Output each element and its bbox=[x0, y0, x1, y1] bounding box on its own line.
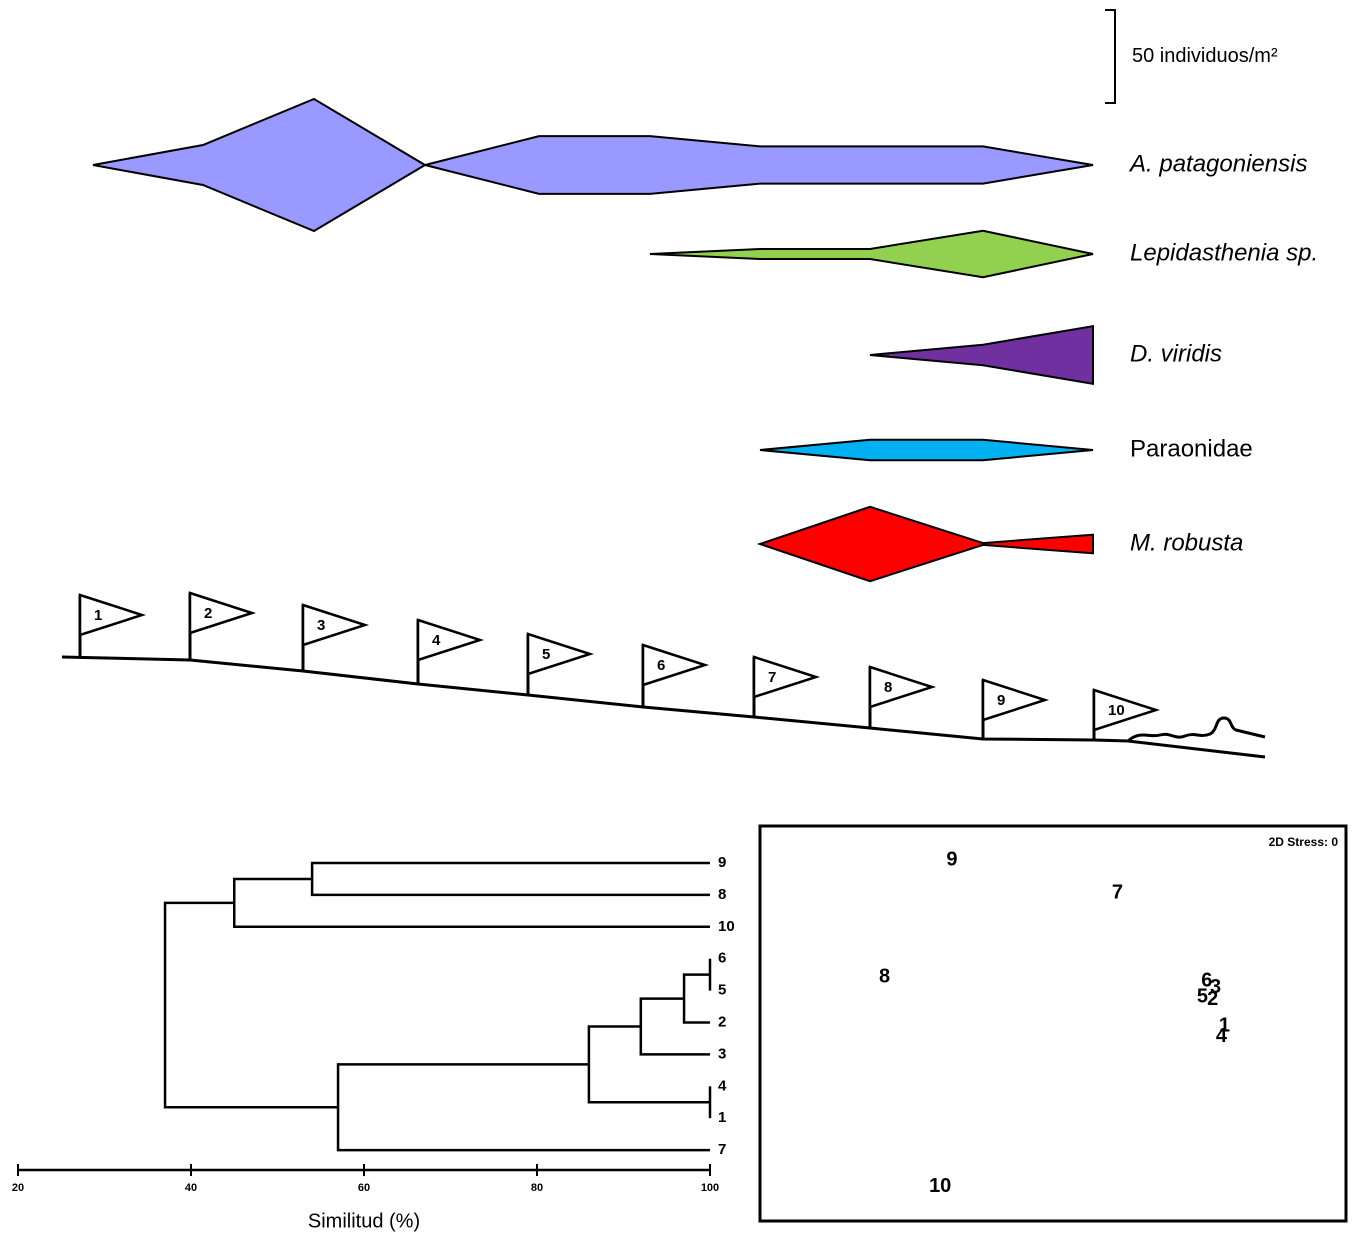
water-line bbox=[1128, 718, 1265, 741]
mds-point: 10 bbox=[929, 1175, 951, 1197]
station-label: 2 bbox=[204, 605, 212, 622]
dendrogram-link bbox=[234, 879, 710, 927]
species-label: M. robusta bbox=[1130, 529, 1243, 556]
leaf-label: 9 bbox=[718, 854, 726, 871]
mds-point: 9 bbox=[946, 849, 957, 871]
kite bbox=[870, 326, 1093, 384]
flag bbox=[80, 595, 142, 635]
x-tick-label: 40 bbox=[185, 1182, 197, 1194]
species-label: A. patagoniensis bbox=[1128, 150, 1307, 177]
flag bbox=[418, 620, 480, 660]
dendrogram-link bbox=[589, 1026, 710, 1102]
leaf-label: 1 bbox=[718, 1109, 726, 1126]
kite bbox=[760, 440, 1093, 460]
species-label: Paraonidae bbox=[1130, 435, 1253, 462]
dendrogram-link bbox=[684, 975, 710, 1023]
dendrogram-link bbox=[312, 863, 710, 895]
kite bbox=[650, 231, 1093, 278]
leaf-label: 4 bbox=[718, 1077, 727, 1094]
kite bbox=[760, 507, 1093, 581]
mds-point: 2 bbox=[1207, 988, 1218, 1010]
leaf-label: 10 bbox=[718, 918, 735, 935]
station-label: 8 bbox=[884, 679, 892, 696]
leaf-label: 5 bbox=[718, 982, 726, 999]
mds-frame bbox=[760, 826, 1346, 1221]
station-label: 6 bbox=[657, 657, 665, 674]
flag bbox=[870, 667, 932, 707]
station-label: 10 bbox=[1108, 702, 1125, 719]
station-label: 9 bbox=[997, 692, 1005, 709]
station-label: 5 bbox=[542, 646, 550, 663]
mds-point: 7 bbox=[1112, 881, 1123, 903]
mds-point: 4 bbox=[1216, 1025, 1228, 1047]
flag bbox=[643, 645, 705, 685]
leaf-label: 7 bbox=[718, 1141, 726, 1158]
flag bbox=[754, 657, 816, 697]
station-label: 3 bbox=[317, 617, 325, 634]
stress-annotation: 2D Stress: 0 bbox=[1269, 835, 1339, 849]
dendrogram-link bbox=[338, 1064, 710, 1150]
x-tick-label: 100 bbox=[701, 1182, 719, 1194]
station-label: 1 bbox=[94, 607, 102, 624]
scale-bar bbox=[1105, 10, 1115, 103]
leaf-label: 8 bbox=[718, 886, 726, 903]
figure: 50 individuos/m² A. patagoniensis Lepidast… bbox=[0, 0, 1365, 1238]
leaf-label: 2 bbox=[718, 1013, 726, 1030]
x-tick-label: 60 bbox=[358, 1182, 370, 1194]
flag bbox=[983, 680, 1045, 720]
flag bbox=[528, 634, 590, 674]
leaf-label: 6 bbox=[718, 950, 726, 967]
leaf-label: 3 bbox=[718, 1045, 726, 1062]
flag bbox=[1094, 690, 1156, 730]
x-tick-label: 20 bbox=[12, 1182, 24, 1194]
flag bbox=[190, 593, 252, 633]
station-label: 7 bbox=[768, 669, 776, 686]
mds-point: 8 bbox=[879, 966, 890, 988]
dendrogram-link bbox=[641, 999, 710, 1055]
flag bbox=[303, 605, 365, 645]
page: 50 individuos/m² A. patagoniensis Lepidast… bbox=[0, 0, 1365, 1238]
species-label: Lepidasthenia sp. bbox=[1130, 239, 1318, 266]
kite bbox=[93, 99, 1093, 231]
species-label: D. viridis bbox=[1130, 340, 1222, 367]
scale-bar-label: 50 individuos/m² bbox=[1132, 45, 1278, 67]
x-axis-label: Similitud (%) bbox=[308, 1210, 420, 1232]
station-label: 4 bbox=[432, 632, 441, 649]
x-tick-label: 80 bbox=[531, 1182, 543, 1194]
dendrogram-link bbox=[165, 903, 338, 1107]
